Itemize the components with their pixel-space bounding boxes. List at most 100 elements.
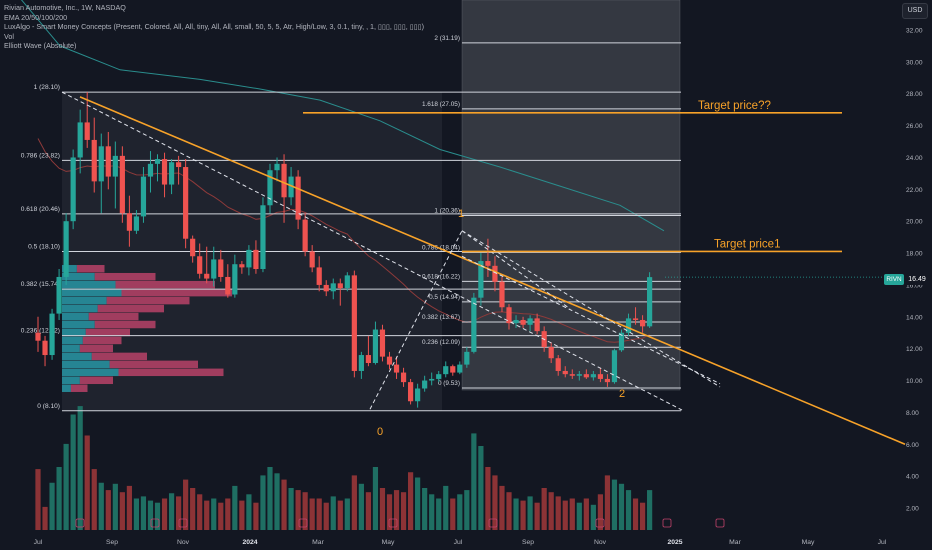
chart-legend: Rivian Automotive, Inc., 1W, NASDAQ EMA … [4,3,424,51]
axes: 32.0030.0028.0026.0024.0022.0020.0018.00… [34,28,923,547]
y-axis-tick-label: 28.00 [906,91,923,98]
earnings-marker [178,518,188,528]
last-price-label: 16.49 [906,274,928,285]
volume-bar [91,469,97,530]
candle-body [91,139,97,182]
fib-label-right: 1.618 (27.05) [422,101,460,108]
volume-bar [625,490,632,530]
wave-label-2: 2 [619,388,625,400]
volume-bar [632,498,639,530]
volume-bar [471,433,477,530]
legend-title[interactable]: Rivian Automotive, Inc., 1W, NASDAQ [4,3,126,12]
volume-bar [288,488,294,530]
volume-bar [604,475,611,530]
volume-bar [647,490,653,530]
candle-body [590,374,596,378]
volume-bar [569,498,575,530]
candle-body [443,366,449,375]
volume-profile-bar [79,376,113,385]
fib-label-right: 2 (31.19) [434,35,460,42]
volume-bars [35,406,653,530]
candle-body [499,281,505,308]
volume-bar [140,496,147,530]
volume-bar [415,477,421,530]
y-axis-tick-label: 2.00 [906,506,919,513]
volume-bar [386,494,393,530]
candle-body [63,221,69,277]
candle-body [429,378,435,381]
candle-body [415,388,421,402]
legend-ema[interactable]: EMA 20/50/100/200 [4,12,68,22]
x-axis-tick-label: 2025 [667,539,682,546]
volume-bar [154,502,161,530]
y-axis-tick-label: 22.00 [906,187,923,194]
legend-vol[interactable]: Vol [4,31,14,41]
volume-bar [372,467,379,530]
volume-bar [112,483,118,530]
volume-bar [527,496,533,530]
volume-bar [400,492,407,530]
fib-label-right: 0.786 (18.04) [422,244,460,251]
volume-bar [183,479,189,530]
candle-body [597,374,603,379]
candle-body [190,238,196,257]
volume-bar [295,490,301,530]
candle-body [112,155,118,177]
fib-label-left: 0.786 (23.82) [21,152,60,159]
fib-label-right: 0 (9.53) [438,380,460,387]
volume-profile [62,265,232,392]
candle-body [288,176,294,198]
candle-body [225,276,231,295]
volume-bar [197,494,203,530]
volume-bar [337,500,343,530]
candle-body [625,318,632,333]
candle-body [351,275,357,371]
volume-bar [302,492,308,530]
volume-bar [520,500,526,530]
volume-profile-bar [70,384,88,392]
legend-elliott[interactable]: Elliott Wave (Absolute) [4,41,77,51]
earnings-marker [595,518,605,528]
y-axis-tick-label: 4.00 [906,474,919,481]
earnings-marker [150,518,160,528]
volume-bar [105,490,111,530]
y-axis-tick-label: 30.00 [906,59,923,66]
x-axis-tick-label: Nov [177,539,190,546]
fib-label-right: 0.5 (14.94) [429,294,460,301]
volume-profile-bar [62,384,71,392]
currency-button[interactable]: USD [902,3,928,19]
candle-body [450,366,456,373]
volume-bar [246,494,252,530]
candle-body [246,249,252,268]
volume-profile-bar [115,280,215,289]
volume-bar [133,498,140,530]
candle-body [618,332,625,351]
volume-profile-bar [62,376,80,385]
volume-bar [457,494,463,530]
volume-profile-bar [85,328,130,337]
volume-bar [351,475,357,530]
volume-bar [583,498,589,530]
x-axis-tick-label: May [802,539,815,546]
candle-body [520,319,526,325]
volume-bar [218,502,224,530]
volume-bar [35,469,41,530]
y-axis-tick-label: 8.00 [906,410,919,417]
volume-bar [204,500,210,530]
candle-body [309,251,315,268]
volume-bar [98,482,104,530]
legend-luxalgo[interactable]: LuxAlgo - Smart Money Concepts (Present,… [4,22,425,32]
candle-body [365,355,372,364]
volume-profile-bar [106,296,190,305]
x-axis-tick-label: 2024 [242,539,257,546]
volume-bar [407,472,414,530]
x-axis-tick-label: May [382,539,395,546]
earnings-marker [388,518,398,528]
volume-bar [77,406,83,530]
candle-body [126,213,132,231]
volume-bar [70,414,76,530]
wave-label-1: 1 [458,208,464,220]
volume-bar [450,498,456,530]
candle-body [562,370,568,375]
